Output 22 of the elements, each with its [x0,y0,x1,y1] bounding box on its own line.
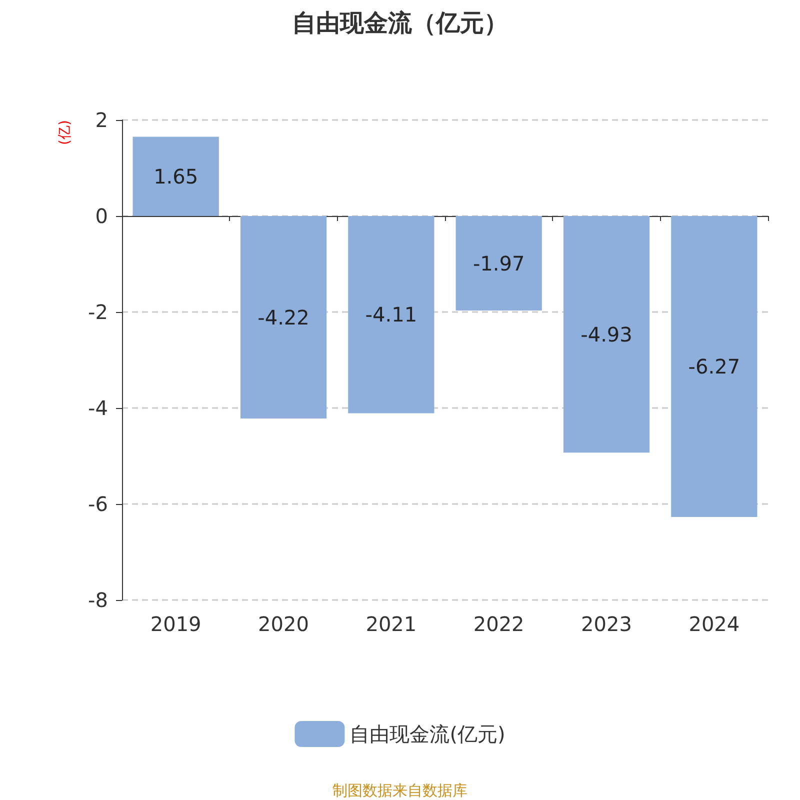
y-tick-label: 0 [95,204,108,228]
data-label: -4.11 [365,302,418,327]
data-label: 1.65 [154,164,198,188]
x-tick-label: 2019 [150,612,202,636]
y-tick-label: -6 [88,492,108,516]
data-label: -4.22 [258,305,310,330]
x-tick-label: 2023 [581,612,632,636]
y-tick-label: -4 [88,396,108,420]
text: 制图数据来自数据库 [332,782,468,800]
x-tick-label: 2020 [258,612,309,636]
data-label: -4.93 [580,322,632,346]
x-tick-label: 2022 [473,612,524,636]
legend-label: 自由现金流(亿元) [350,722,506,746]
y-tick-label: -8 [88,588,108,612]
y-axis-title: (亿) [57,120,73,145]
y-tick-label: -2 [88,300,108,324]
x-tick-label: 2024 [688,612,740,636]
data-label: -1.97 [472,251,525,276]
chart-title: 自由现金流（亿元） [292,9,508,37]
y-tick-label: 2 [95,108,108,132]
x-tick-label: 2021 [366,612,417,636]
data-label: -6.27 [688,354,740,378]
